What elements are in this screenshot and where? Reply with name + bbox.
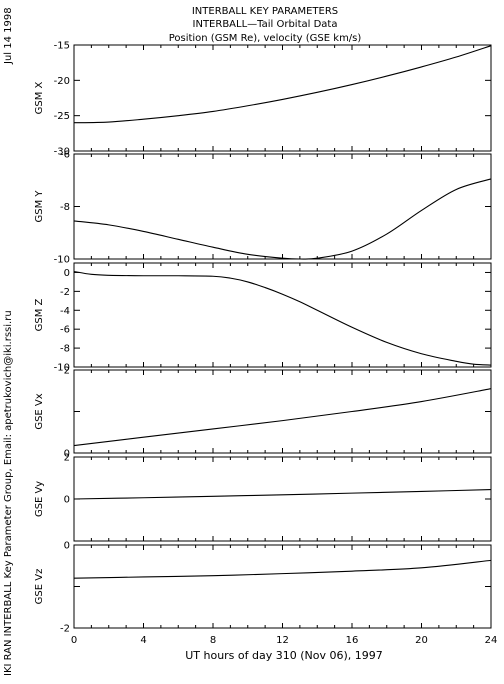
- series-line-gsm-z: [73, 270, 492, 366]
- series-line-gse-vx: [73, 388, 492, 447]
- y-axis-label-gse-vz: GSE Vz: [34, 569, 45, 605]
- credit-line: IKI RAN INTERBALL Key Parameter Group, E…: [3, 310, 14, 676]
- title-line-1: INTERBALL KEY PARAMETERS: [192, 6, 338, 17]
- series-line-gsm-y: [73, 178, 492, 260]
- generation-date: Jul 14 1998: [3, 7, 14, 65]
- y-tick-label: -15: [54, 41, 70, 52]
- panel-frame: [73, 544, 492, 629]
- x-tick-label: 16: [346, 635, 359, 646]
- panel-gsm-z: -10 -8 -6 -4 -2 0 GSM Z: [34, 262, 492, 374]
- y-tick-label: -2: [60, 624, 70, 635]
- y-tick-label: 0: [64, 449, 70, 460]
- y-axis-label-gse-vy: GSE Vy: [34, 481, 45, 517]
- x-tick-label: 0: [71, 635, 77, 646]
- panel-frame: [73, 44, 492, 152]
- y-tick-label: 0: [64, 268, 70, 279]
- series-line-gsm-x: [73, 45, 492, 124]
- y-tick-label: -10: [54, 255, 70, 266]
- y-tick-label: 2: [64, 453, 70, 464]
- y-tick-label: 0: [64, 541, 70, 552]
- panel-gse-vz: -2 0 GSE Vz: [34, 541, 492, 635]
- panel-gse-vy: 0 2 GSE Vy: [34, 453, 492, 542]
- title-line-3: Position (GSM Re), velocity (GSE km/s): [169, 33, 362, 44]
- y-tick-label: -8: [60, 344, 70, 355]
- series-line-gse-vz: [73, 559, 492, 579]
- panel-frame: [73, 456, 492, 542]
- y-tick-label: -10: [54, 363, 70, 374]
- y-tick-label: -6: [60, 325, 70, 336]
- title-line-2: INTERBALL—Tail Orbital Data: [193, 19, 338, 30]
- y-tick-label: -2: [60, 287, 70, 298]
- panel-gsm-x: -30 -25 -20 -15 GSM X: [34, 41, 492, 158]
- y-tick-label: -20: [54, 76, 70, 87]
- y-axis-label-gsm-z: GSM Z: [34, 298, 45, 331]
- x-tick-label: 8: [210, 635, 216, 646]
- y-tick-label: -30: [54, 147, 70, 158]
- panel-frame: [73, 369, 492, 454]
- y-tick-label: -4: [60, 306, 70, 317]
- x-tick-label: 4: [140, 635, 146, 646]
- y-tick-label: 0: [64, 495, 70, 506]
- x-axis-label: UT hours of day 310 (Nov 06), 1997: [185, 649, 383, 662]
- y-tick-label: -25: [54, 111, 70, 122]
- y-tick-label: 2: [64, 366, 70, 377]
- x-tick-label: 20: [415, 635, 428, 646]
- y-tick-label: -6: [60, 150, 70, 161]
- y-axis-label-gse-vx: GSE Vx: [34, 393, 45, 429]
- y-axis-label-gsm-x: GSM X: [34, 81, 45, 114]
- panel-gsm-y: -10 -8 -6 GSM Y: [34, 150, 492, 266]
- series-line-gse-vy: [73, 489, 492, 500]
- y-axis-label-gsm-y: GSM Y: [34, 190, 45, 223]
- y-tick-label: -8: [60, 202, 70, 213]
- x-tick-label: 24: [485, 635, 498, 646]
- panel-gse-vx: 0 2 GSE Vx: [34, 366, 492, 460]
- x-tick-label: 12: [276, 635, 289, 646]
- panel-frame: [73, 262, 492, 368]
